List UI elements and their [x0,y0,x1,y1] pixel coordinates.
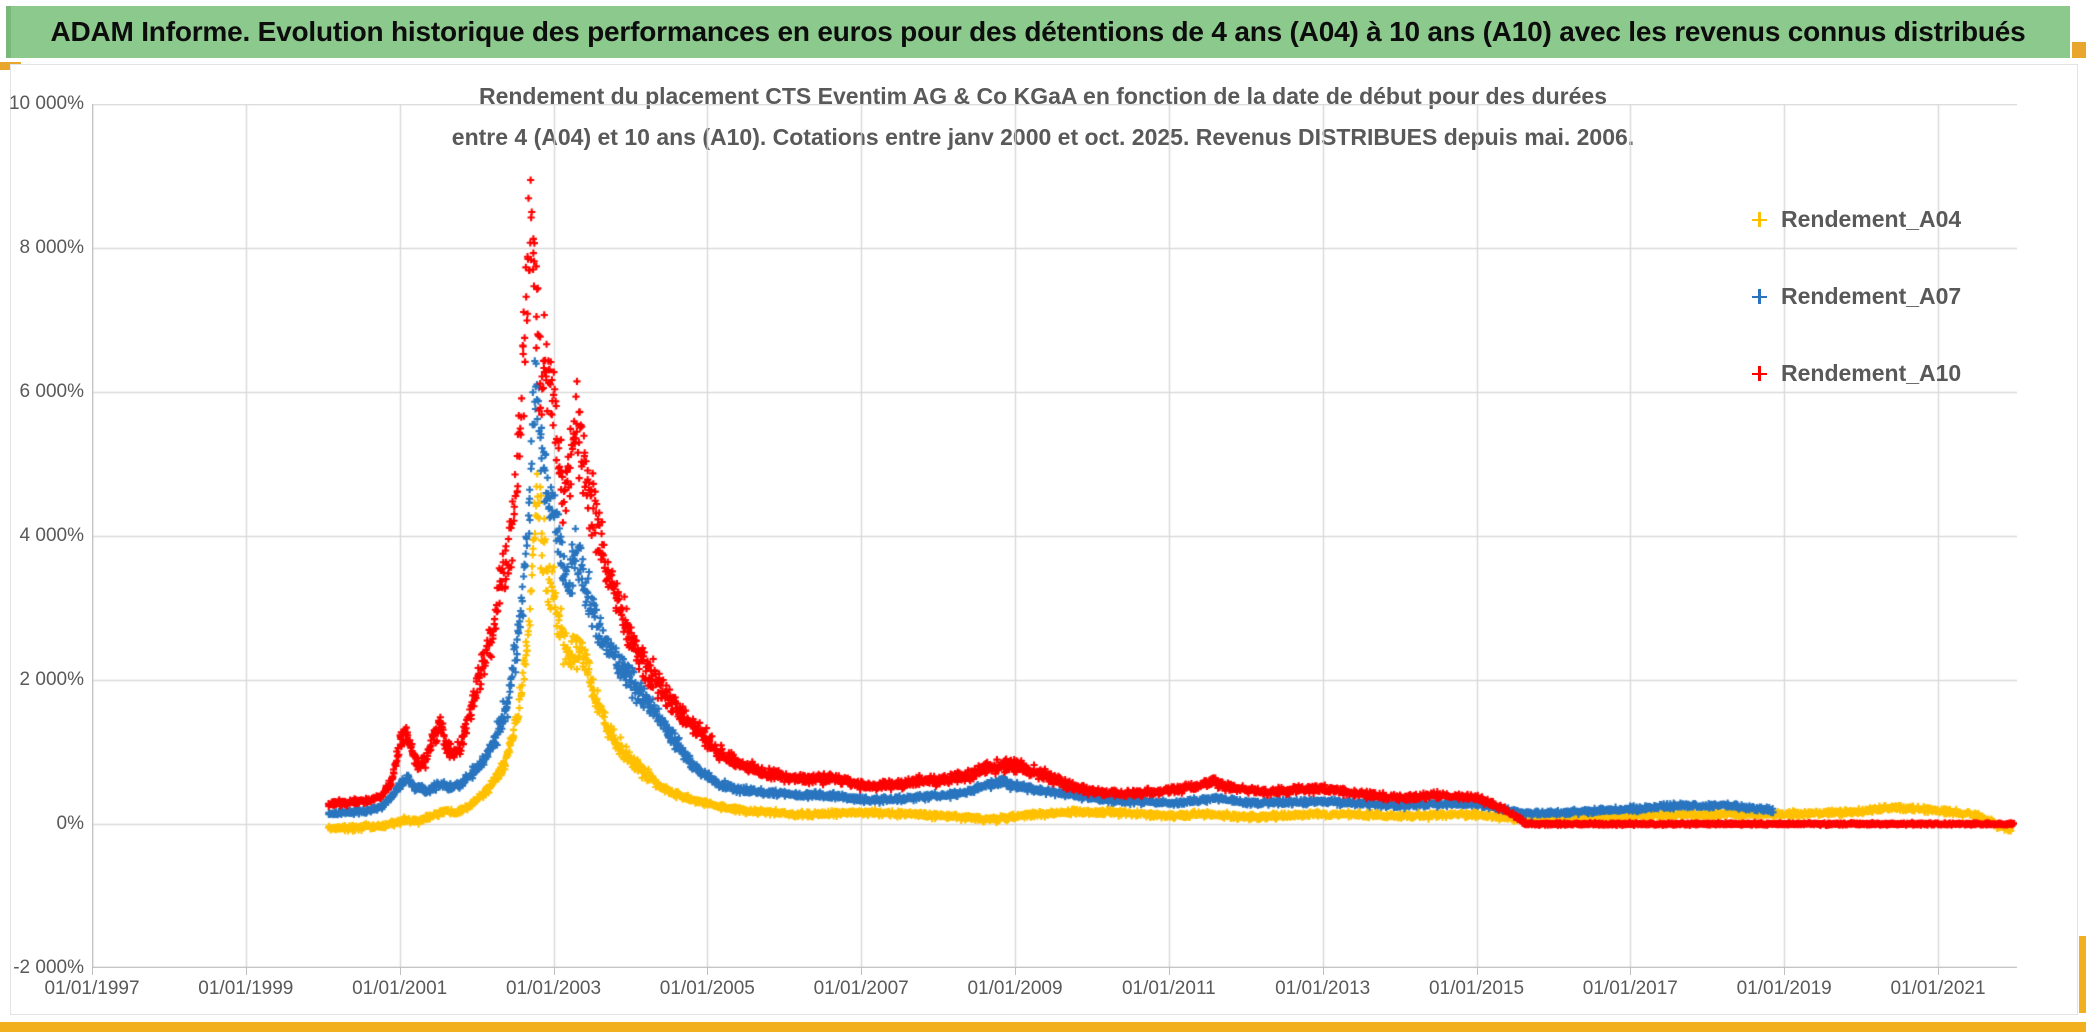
plus-marker-icon [1752,212,1767,227]
x-axis-tick-label: 01/01/1999 [198,978,294,999]
y-axis-tick-label: -2 000% [13,957,84,978]
plot-area [92,104,2017,968]
x-axis-tick-label: 01/01/2017 [1582,978,1678,999]
legend-item: Rendement_A07 [1752,283,1961,310]
y-axis-tick-label: 8 000% [19,237,84,258]
header-right-gold-square [2072,42,2086,58]
plus-marker-icon [1752,366,1767,381]
x-axis-tick-mark [1476,968,1478,975]
legend-item-label: Rendement_A04 [1781,206,1962,232]
x-axis-tick-label: 01/01/2007 [813,978,909,999]
x-axis-tick-mark [707,968,709,975]
y-axis-tick-label: 2 000% [19,669,84,690]
header-left-edge-accent [6,6,11,58]
x-axis-tick-mark [1015,968,1016,975]
legend-item: Rendement_A10 [1752,360,1961,387]
y-axis-tick-label: 4 000% [19,525,84,546]
x-axis-tick-label: 01/01/2021 [1890,978,1986,999]
report-header-bar: ADAM Informe. Evolution historique des p… [6,6,2070,58]
legend: Rendement_A04 Rendement_A07 Rendement_A10 [1752,206,1961,387]
x-axis-tick-mark [1322,968,1324,975]
x-axis-tick-mark [1630,968,1632,975]
report-title: ADAM Informe. Evolution historique des p… [50,16,2026,47]
x-axis-tick-label: 01/01/2001 [352,978,448,999]
x-axis-tick-label: 01/01/2005 [659,978,755,999]
x-axis-tick-mark [1938,968,1939,975]
legend-item-label: Rendement_A07 [1781,283,1962,309]
plus-marker-icon [1752,289,1767,304]
legend-item-label: Rendement_A10 [1781,360,1962,386]
x-axis-tick-mark [553,968,555,975]
y-axis-tick-label: 0% [56,813,84,834]
x-axis-tick-mark [861,968,863,975]
x-axis-tick-label: 01/01/1997 [44,978,140,999]
x-axis-tick-label: 01/01/2013 [1275,978,1371,999]
x-axis-tick-mark [1784,968,1786,975]
x-axis-tick-mark [399,968,401,975]
x-axis-tick-label: 01/01/2015 [1428,978,1525,999]
x-axis-tick-label: 01/01/2011 [1121,978,1216,999]
legend-item: Rendement_A04 [1752,206,1961,233]
x-axis-tick-label: 01/01/2009 [967,978,1063,999]
x-axis-tick-mark [92,968,93,975]
y-axis-tick-label: 6 000% [19,381,84,402]
x-axis-tick-mark [1168,968,1170,975]
y-axis-tick-label: 10 000% [8,93,84,114]
x-axis-tick-mark [245,968,247,975]
x-axis-tick-label: 01/01/2003 [505,978,602,999]
x-axis-tick-label: 01/01/2019 [1736,978,1832,999]
right-gold-strip [2079,936,2086,1013]
bottom-gold-strip [0,1022,2086,1032]
